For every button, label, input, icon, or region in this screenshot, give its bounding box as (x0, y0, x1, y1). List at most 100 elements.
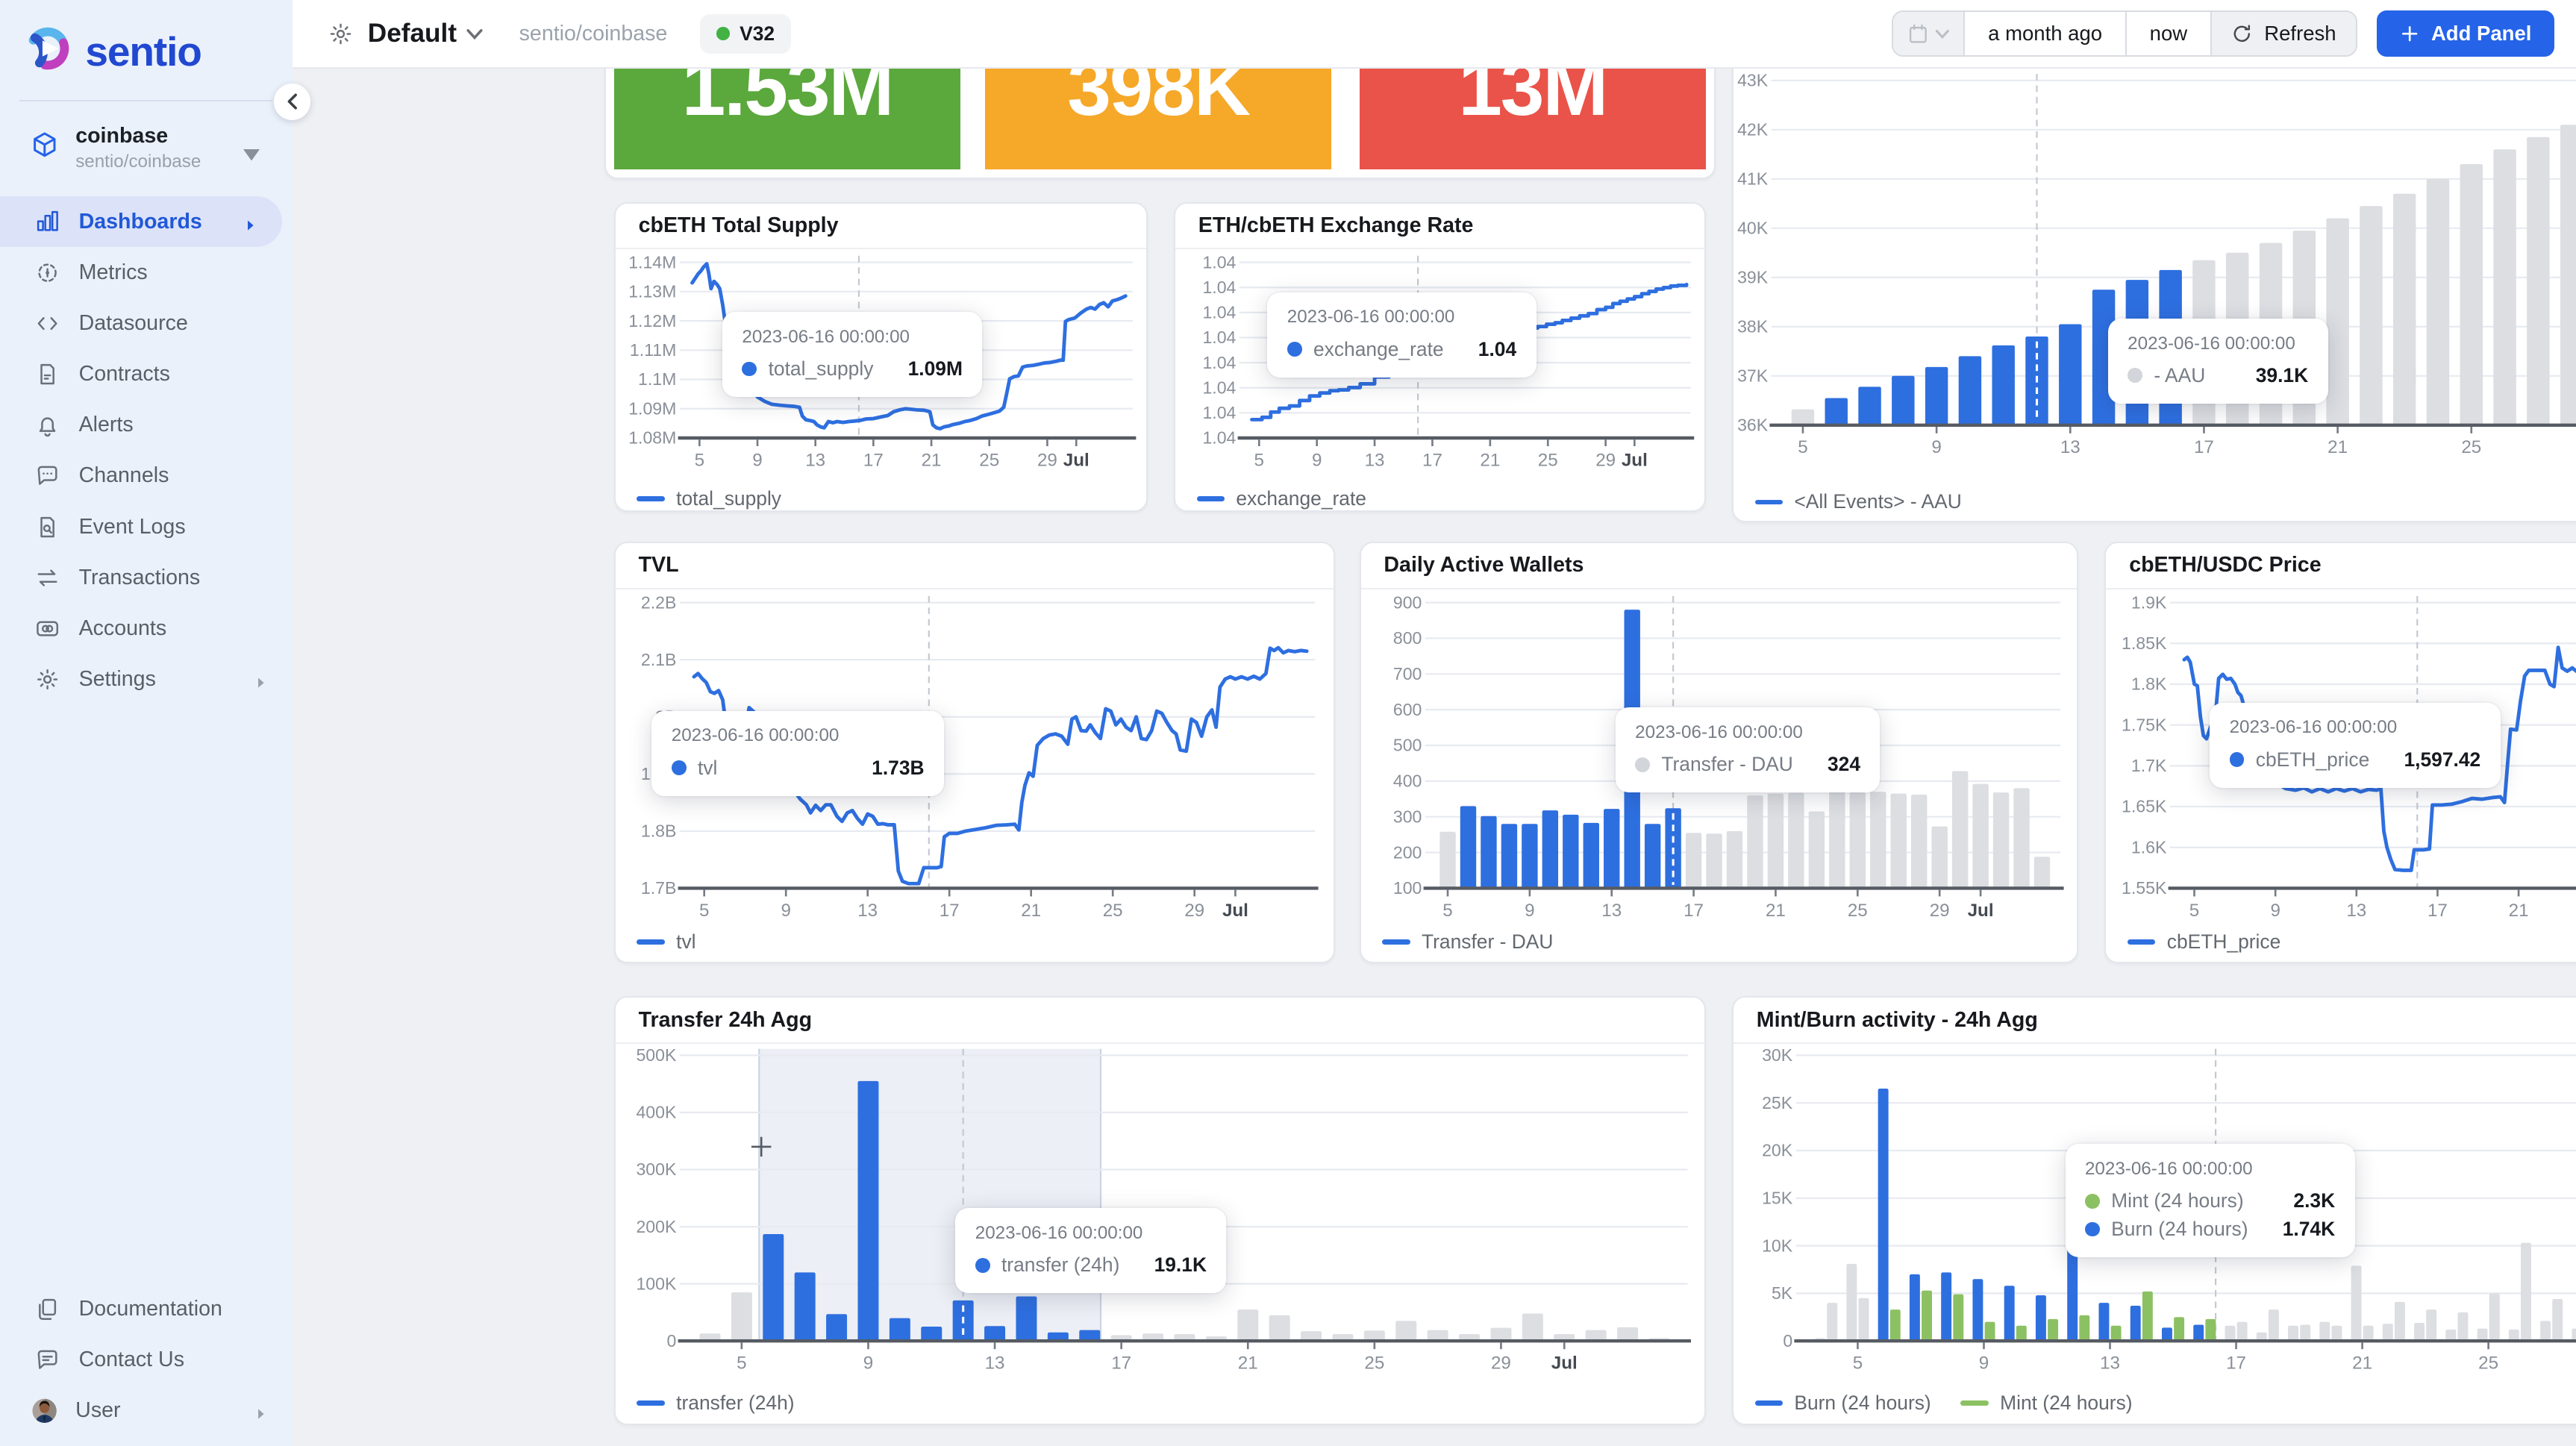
tooltip-date: 2023-06-16 00:00:00 (742, 326, 910, 347)
svg-text:5: 5 (2189, 900, 2199, 918)
svg-text:25: 25 (1538, 451, 1558, 471)
legend-item[interactable]: Burn (24 hours) (1754, 1392, 1931, 1415)
sidebar-item-metrics[interactable]: Metrics (0, 247, 293, 298)
user-menu[interactable]: User (0, 1386, 293, 1436)
stat-card[interactable]: 398K (984, 69, 1332, 169)
docs-icon (34, 1296, 60, 1322)
sidebar-item-datasource[interactable]: Datasource (0, 298, 293, 348)
calendar-icon (1910, 24, 1928, 43)
plus-icon (2402, 26, 2418, 42)
legend-swatch (1960, 1400, 1989, 1406)
panel-title: Transfer 24h Agg (638, 1007, 813, 1032)
version-badge[interactable]: V32 (700, 13, 792, 54)
legend-exchange_rate: exchange_rate (1175, 484, 1704, 514)
sidebar-item-transactions[interactable]: Transactions (0, 552, 293, 603)
legend-label: <All Events> - AAU (1794, 490, 1962, 513)
sidebar-item-label: Datasource (78, 310, 188, 335)
legend-mintburn: Burn (24 hours) Mint (24 hours) (1734, 1380, 2576, 1427)
contract-icon (34, 361, 60, 387)
chart-tooltip: 2023-06-16 00:00:00 Mint (24 hours) 2.3K Bu… (2065, 1144, 2355, 1257)
svg-text:1.04: 1.04 (1202, 378, 1236, 398)
sidebar-item-alerts[interactable]: Alerts (0, 400, 293, 451)
svg-text:100: 100 (1392, 878, 1422, 898)
stat-card[interactable]: 1.53M (613, 69, 960, 169)
svg-text:17: 17 (2427, 900, 2448, 918)
svg-text:15K: 15K (1762, 1188, 1793, 1207)
legend-item[interactable]: transfer (24h) (637, 1392, 795, 1415)
legend-item[interactable]: tvl (637, 930, 696, 954)
svg-text:Jul: Jul (1222, 900, 1248, 918)
chart-total_supply[interactable]: 1.14M 1.13M 1.12M 1.11M 1.1M 1.09M 1.08M 5 9 13 17… (616, 249, 1146, 484)
dashboard-title[interactable]: Default (367, 19, 457, 48)
tooltip-date: 2023-06-16 00:00:00 (1635, 722, 1803, 742)
sidebar-item-label: Contact Us (78, 1348, 184, 1372)
chart-mintburn[interactable]: 30K25K20K15K10K5K0591317212529Jul (1734, 1044, 2576, 1380)
chart-aau[interactable]: 43K42K41K40K39K38K37K36K591317212529Jul (1734, 69, 2576, 481)
svg-text:13: 13 (857, 900, 878, 918)
svg-text:Jul: Jul (1622, 451, 1648, 471)
sidebar-item-contracts[interactable]: Contracts (0, 349, 293, 400)
svg-text:900: 900 (1392, 592, 1422, 612)
svg-text:1.75K: 1.75K (2122, 715, 2167, 734)
legend-price: cbETH_price (2106, 919, 2575, 965)
tooltip-series-value: 324 (1828, 753, 1861, 776)
sentio-logo[interactable]: sentio (0, 0, 293, 82)
sidebar-item-channels[interactable]: Channels (0, 451, 293, 501)
sidebar-item-event-logs[interactable]: Event Logs (0, 501, 293, 552)
sidebar-item-documentation[interactable]: Documentation (0, 1283, 293, 1334)
calendar-picker-button[interactable] (1892, 12, 1966, 55)
legend-item[interactable]: Mint (24 hours) (1960, 1392, 2133, 1415)
svg-text:9: 9 (1312, 451, 1322, 471)
refresh-button[interactable]: Refresh (2211, 12, 2356, 55)
svg-text:Jul: Jul (1967, 900, 1993, 918)
tooltip-date: 2023-06-16 00:00:00 (975, 1222, 1143, 1243)
range-end-input[interactable]: now (2127, 12, 2212, 55)
add-panel-button[interactable]: Add Panel (2377, 10, 2555, 57)
sidebar-item-dashboards[interactable]: Dashboards (0, 195, 283, 248)
sidebar-item-label: Event Logs (78, 514, 186, 539)
svg-text:13: 13 (2060, 437, 2081, 457)
legend-item[interactable]: cbETH_price (2127, 930, 2280, 954)
legend-item[interactable]: exchange_rate (1196, 487, 1366, 510)
sidebar-item-label: Documentation (78, 1297, 222, 1321)
svg-text:200: 200 (1392, 842, 1422, 862)
svg-text:9: 9 (1979, 1353, 1989, 1374)
chart-tooltip: 2023-06-16 00:00:00 Transfer - DAU 324 (1615, 707, 1881, 793)
panel-title: Daily Active Wallets (1384, 553, 1584, 578)
svg-text:29: 29 (1491, 1353, 1511, 1374)
legend-label: exchange_rate (1236, 487, 1366, 510)
sidebar-collapse-button[interactable] (274, 84, 310, 120)
svg-text:1.04: 1.04 (1202, 428, 1236, 448)
svg-text:9: 9 (781, 900, 790, 918)
stat-card-value: 13M (1458, 69, 1608, 132)
sidebar-item-settings[interactable]: Settings (0, 654, 293, 705)
sidebar-item-contact-us[interactable]: Contact Us (0, 1335, 293, 1386)
org-selector[interactable]: coinbase sentio/coinbase (0, 101, 293, 173)
svg-text:9: 9 (752, 451, 762, 471)
chart-daw[interactable]: 900 800 700 600 500 400 300 200 100 5 9 13 17 21 25 29 J… (1361, 589, 2078, 920)
sidebar-item-label: Channels (78, 463, 169, 488)
legend-label: total_supply (676, 487, 782, 510)
tooltip-series-label: total_supply (768, 357, 874, 380)
sidebar-footer: Documentation Contact Us User (0, 1283, 293, 1436)
svg-text:39K: 39K (1737, 267, 1769, 287)
stat-card[interactable]: 13M (1359, 69, 1706, 169)
chevron-down-icon[interactable] (466, 28, 483, 40)
legend-item[interactable]: <All Events> - AAU (1754, 490, 1962, 513)
legend-item[interactable]: total_supply (637, 487, 781, 510)
chart-price[interactable]: 1.9K 1.85K 1.8K 1.75K 1.7K 1.65K 1.6K 1.55K 5 9 13… (2106, 589, 2576, 920)
svg-text:Jul: Jul (1551, 1353, 1578, 1374)
dashboard-gear-icon[interactable] (328, 22, 353, 46)
legend-swatch (1754, 1400, 1783, 1406)
range-start-input[interactable]: a month ago (1965, 12, 2127, 55)
tooltip-series-label: - AAU (2154, 363, 2206, 386)
sidebar-item-accounts[interactable]: Accounts (0, 603, 293, 654)
sidebar-divider (19, 100, 273, 102)
svg-text:500: 500 (1392, 735, 1422, 754)
sidebar-item-label: Transactions (78, 565, 201, 589)
chart-transfer[interactable]: 500K 400K 300K 200K 100K 0 5 9 13 17 21 25 29 Jul (616, 1044, 1704, 1380)
legend-swatch (1382, 939, 1410, 945)
legend-item[interactable]: Transfer - DAU (1382, 930, 1553, 954)
chevron-right-icon (251, 669, 269, 698)
